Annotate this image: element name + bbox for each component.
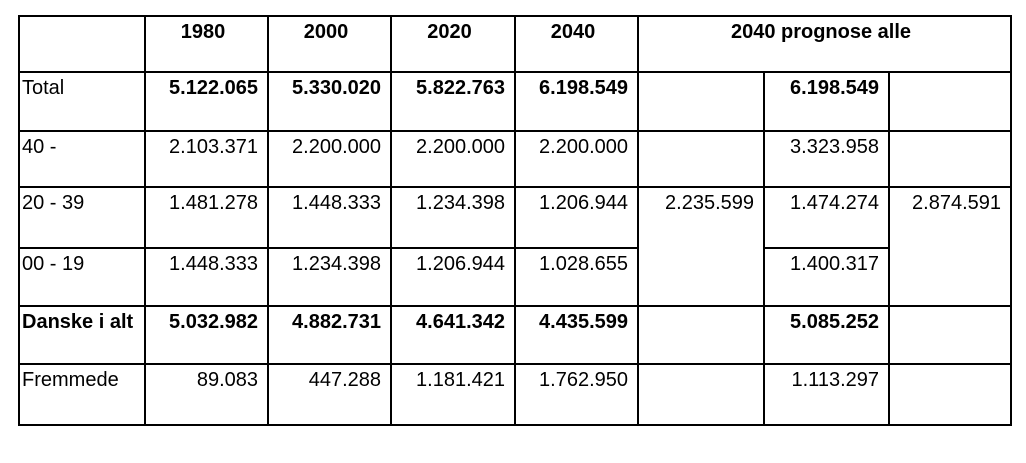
column-header-2040: 2040 [514, 15, 639, 73]
row-label: 00 - 19 [18, 247, 146, 307]
row-label: Danske i alt [18, 305, 146, 365]
table-cell [888, 305, 1012, 365]
table-cell: 1.400.317 [763, 247, 890, 307]
table-cell: 1.448.333 [144, 247, 269, 307]
corner-cell [18, 15, 146, 73]
table-cell: 1.234.398 [390, 186, 516, 249]
table-cell [637, 305, 765, 365]
table-cell: 4.882.731 [267, 305, 392, 365]
table-cell: 4.435.599 [514, 305, 639, 365]
column-header-2000: 2000 [267, 15, 392, 73]
column-header-1980: 1980 [144, 15, 269, 73]
column-header-prognose: 2040 prognose alle [637, 15, 1012, 73]
table-cell: 5.085.252 [763, 305, 890, 365]
table-cell-merged: 2.874.591 [888, 186, 1012, 307]
population-table: 1980 2000 2020 2040 2040 prognose alle T… [18, 15, 1012, 426]
column-header-2020: 2020 [390, 15, 516, 73]
row-label: 40 - [18, 130, 146, 188]
table-cell-merged: 2.235.599 [637, 186, 765, 307]
table-row-40plus: 40 - 2.103.371 2.200.000 2.200.000 2.200… [18, 130, 1012, 188]
table-cell [888, 130, 1012, 188]
table-row-total: Total 5.122.065 5.330.020 5.822.763 6.19… [18, 71, 1012, 132]
table-row-00-19: 00 - 19 1.448.333 1.234.398 1.206.944 1.… [18, 247, 1011, 307]
table-cell: 1.234.398 [267, 247, 392, 307]
table-cell: 1.474.274 [763, 186, 890, 249]
table-row-fremmede: Fremmede 89.083 447.288 1.181.421 1.762.… [18, 363, 1012, 426]
table-cell: 6.198.549 [763, 71, 890, 132]
table-cell: 5.032.982 [144, 305, 269, 365]
table-cell: 5.122.065 [144, 71, 269, 132]
table-cell: 1.181.421 [390, 363, 516, 426]
row-label: Total [18, 71, 146, 132]
table-cell [888, 363, 1012, 426]
table-cell [637, 71, 765, 132]
table-cell: 1.028.655 [514, 247, 639, 307]
row-label: 20 - 39 [18, 186, 146, 249]
table-cell: 5.330.020 [267, 71, 392, 132]
table-cell: 6.198.549 [514, 71, 639, 132]
table-cell: 1.206.944 [390, 247, 516, 307]
table-cell [637, 130, 765, 188]
table-cell [888, 71, 1012, 132]
table-cell: 4.641.342 [390, 305, 516, 365]
table-cell: 3.323.958 [763, 130, 890, 188]
table-cell: 2.200.000 [267, 130, 392, 188]
table-cell: 89.083 [144, 363, 269, 426]
table-cell: 2.200.000 [390, 130, 516, 188]
table-cell: 1.113.297 [763, 363, 890, 426]
table-row-danske-i-alt: Danske i alt 5.032.982 4.882.731 4.641.3… [18, 305, 1012, 365]
table-row-20-39: 20 - 39 1.481.278 1.448.333 1.234.398 1.… [18, 186, 1012, 307]
table-cell: 1.762.950 [514, 363, 639, 426]
table-cell [637, 363, 765, 426]
table-cell: 1.206.944 [514, 186, 639, 249]
table-cell: 2.200.000 [514, 130, 639, 188]
table-cell: 447.288 [267, 363, 392, 426]
table-cell: 5.822.763 [390, 71, 516, 132]
table-cell: 2.103.371 [144, 130, 269, 188]
row-label: Fremmede [18, 363, 146, 426]
table-cell: 1.481.278 [144, 186, 269, 249]
header-row: 1980 2000 2020 2040 2040 prognose alle [18, 15, 1012, 73]
table-cell: 1.448.333 [267, 186, 392, 249]
